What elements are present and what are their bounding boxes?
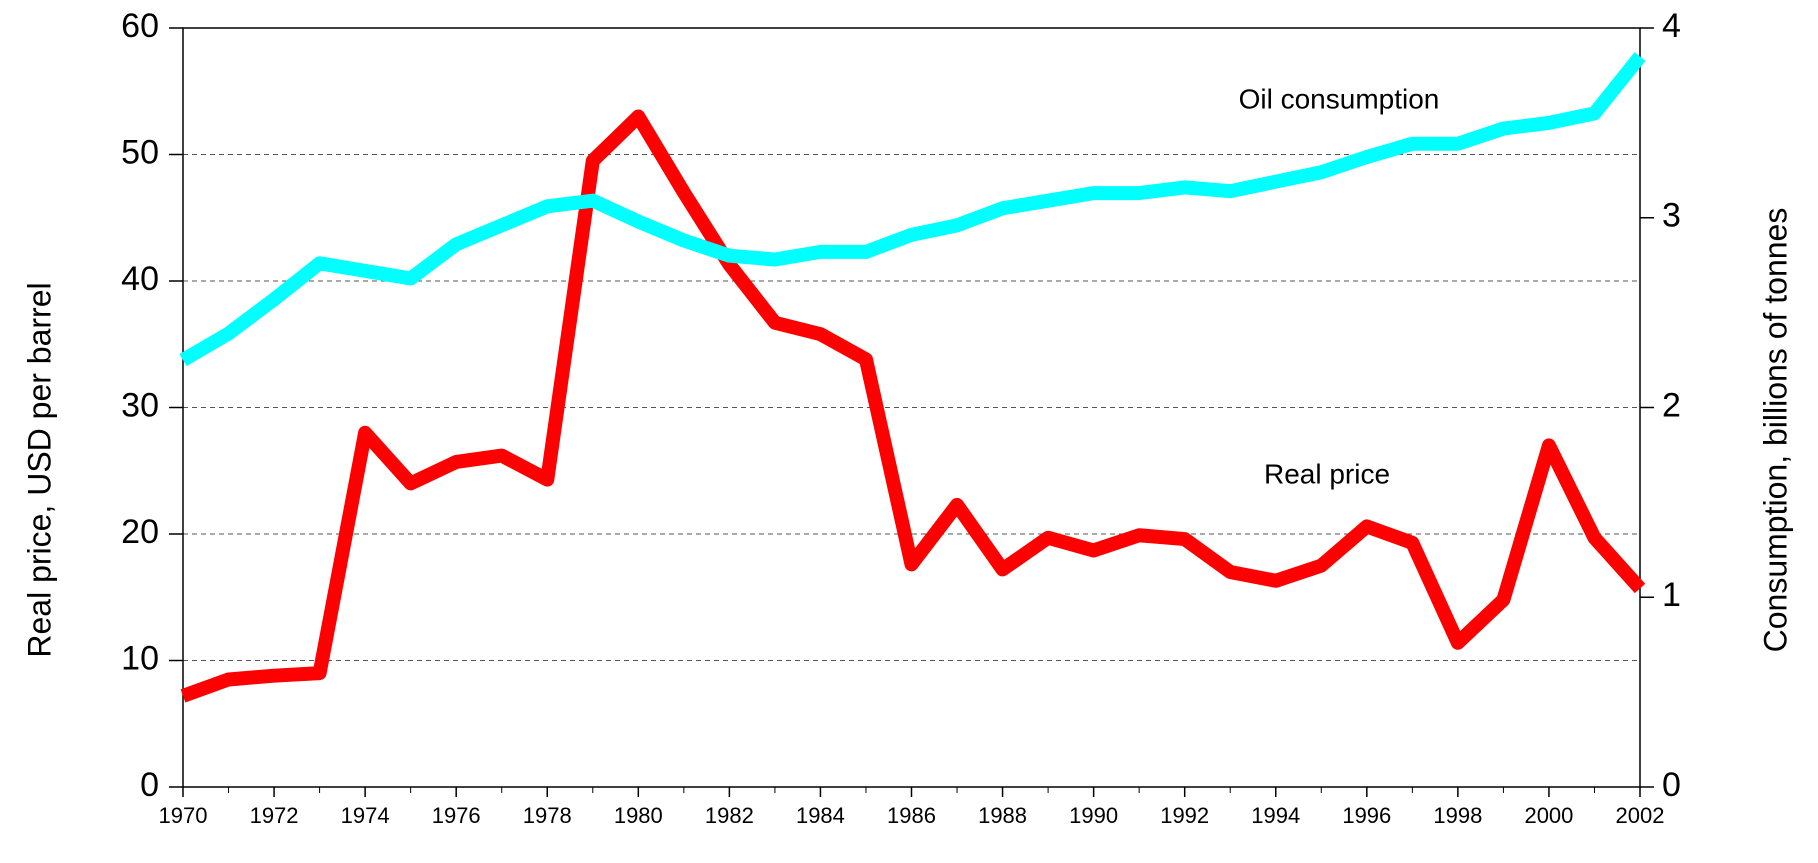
y-tick-label: 50 <box>121 133 159 171</box>
x-tick-label: 1984 <box>796 803 845 828</box>
y2-tick-label: 0 <box>1662 766 1681 804</box>
y-tick-label: 20 <box>121 513 159 551</box>
x-tick-label: 1982 <box>705 803 754 828</box>
y2-tick-label: 4 <box>1662 7 1681 45</box>
y-tick-label: 0 <box>140 766 159 804</box>
plot-frame <box>182 27 1641 788</box>
x-tick-label: 1990 <box>1069 803 1118 828</box>
x-tick-label: 1994 <box>1251 803 1300 828</box>
x-tick-label: 1978 <box>523 803 572 828</box>
x-tick-label: 1974 <box>341 803 390 828</box>
y2-tick-label: 1 <box>1662 576 1681 614</box>
y-tick-label: 10 <box>121 639 159 677</box>
y2-tick-label: 3 <box>1662 197 1681 235</box>
x-tick-label: 1992 <box>1160 803 1209 828</box>
y-axis-label: Real price, USD per barrel <box>21 282 57 657</box>
y-tick-label: 30 <box>121 386 159 424</box>
x-tick-label: 2000 <box>1524 803 1573 828</box>
line-series <box>180 109 1646 703</box>
x-tick-label: 1976 <box>432 803 481 828</box>
x-tick-label: 1998 <box>1433 803 1482 828</box>
x-tick-label: 1970 <box>159 803 208 828</box>
x-tick-label: 1996 <box>1342 803 1391 828</box>
x-tick-label: 2002 <box>1616 803 1665 828</box>
annotation: Real price <box>1264 458 1390 489</box>
x-tick-label: 1988 <box>978 803 1027 828</box>
x-tick-label: 1980 <box>614 803 663 828</box>
annotation: Oil consumption <box>1239 83 1440 114</box>
line-series <box>179 52 1646 367</box>
y-tick-label: 40 <box>121 260 159 298</box>
x-tick-label: 1972 <box>250 803 299 828</box>
y2-tick-label: 2 <box>1662 386 1681 424</box>
y2-axis-label: Consumption, billions of tonnes <box>1757 208 1793 653</box>
x-tick-label: 1986 <box>887 803 936 828</box>
y-tick-label: 60 <box>121 7 159 45</box>
